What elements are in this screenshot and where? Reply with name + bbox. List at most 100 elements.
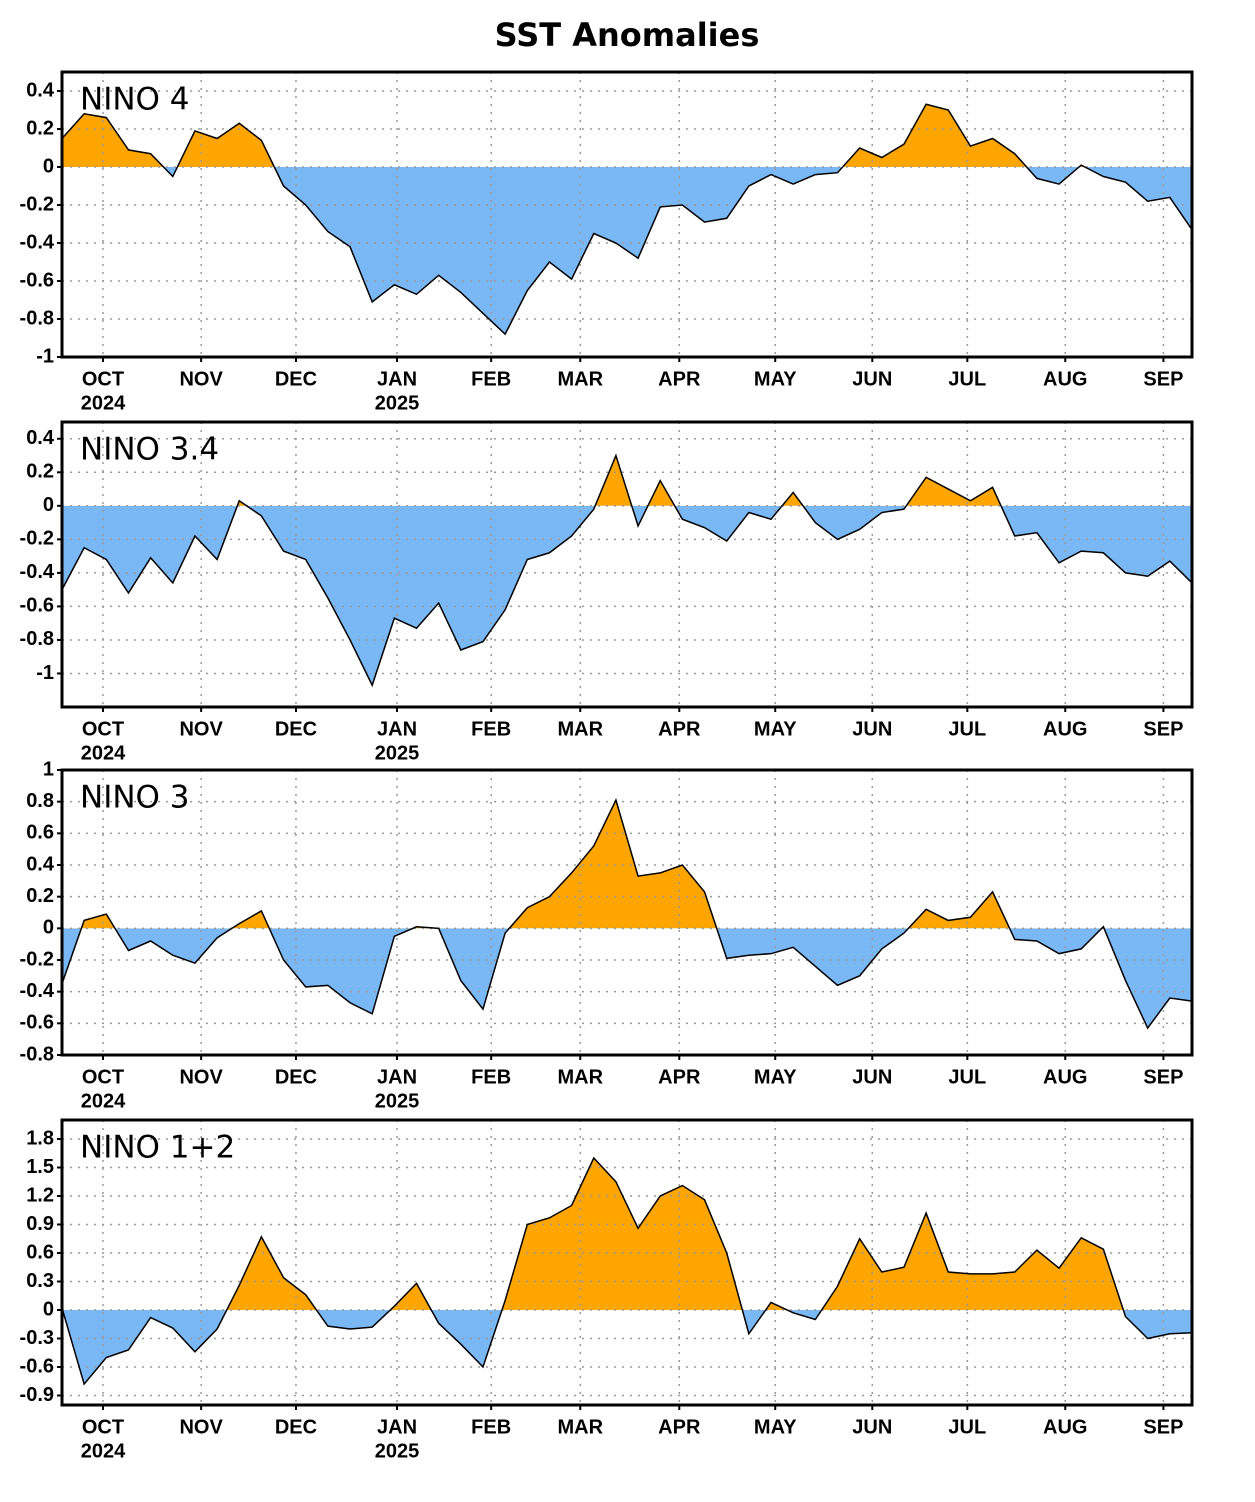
x-tick-label: MAY <box>754 368 797 390</box>
x-tick-label: JUL <box>948 368 986 390</box>
panel-title: NINO 4 <box>80 82 190 118</box>
x-tick-label: FEB <box>471 1066 511 1088</box>
y-tick-label: -0.4 <box>20 231 55 253</box>
x-tick-label: FEB <box>471 1416 511 1438</box>
y-tick-label: 0 <box>43 494 54 516</box>
x-tick-label: APR <box>658 1066 701 1088</box>
year-label: 2024 <box>81 392 126 414</box>
year-label: 2025 <box>375 392 420 414</box>
negative-fill <box>62 1310 1192 1385</box>
y-tick-label: -0.2 <box>20 193 54 215</box>
year-label: 2024 <box>81 742 126 764</box>
x-tick-label: FEB <box>471 368 511 390</box>
y-tick-label: -0.6 <box>20 1355 54 1377</box>
x-tick-label: DEC <box>275 718 317 740</box>
x-tick-label: JUL <box>948 1416 986 1438</box>
plot-frame <box>60 768 1194 1057</box>
x-tick-label: MAY <box>754 1416 797 1438</box>
y-tick-label: 0.6 <box>26 822 54 844</box>
y-tick-label: 0.4 <box>26 79 55 101</box>
y-tick-label: 0.2 <box>26 885 54 907</box>
y-tick-label: -0.8 <box>20 307 54 329</box>
positive-fill <box>62 455 1192 506</box>
x-tick-label: JAN <box>377 1066 417 1088</box>
x-tick-label: APR <box>658 1416 701 1438</box>
x-tick-label: APR <box>658 368 701 390</box>
x-tick-label: NOV <box>179 1066 223 1088</box>
panel-title: NINO 3.4 <box>80 432 219 468</box>
x-tick-label: JUL <box>948 1066 986 1088</box>
y-tick-label: -1 <box>36 662 54 684</box>
x-tick-label: NOV <box>179 368 223 390</box>
x-tick-label: APR <box>658 718 701 740</box>
y-tick-label: 0.4 <box>26 427 55 449</box>
x-tick-label: OCT <box>82 368 124 390</box>
plot-frame <box>60 420 1194 709</box>
y-tick-label: 1.8 <box>26 1127 54 1149</box>
x-tick-label: AUG <box>1043 1416 1087 1438</box>
x-tick-label: FEB <box>471 718 511 740</box>
x-tick-label: AUG <box>1043 368 1087 390</box>
positive-fill <box>62 800 1192 929</box>
x-tick-label: MAR <box>557 1416 603 1438</box>
y-tick-label: -0.9 <box>20 1384 54 1406</box>
x-tick-label: SEP <box>1143 1416 1183 1438</box>
x-tick-label: NOV <box>179 718 223 740</box>
y-tick-label: -0.8 <box>20 1043 54 1065</box>
x-tick-label: OCT <box>82 1416 124 1438</box>
x-tick-label: SEP <box>1143 368 1183 390</box>
y-tick-label: -0.6 <box>20 269 54 291</box>
anomaly-line <box>61 453 1193 688</box>
y-tick-label: 0 <box>43 1298 54 1320</box>
y-tick-label: -0.4 <box>20 561 55 583</box>
anomaly-line <box>61 1156 1193 1386</box>
x-tick-label: OCT <box>82 1066 124 1088</box>
x-tick-label: MAY <box>754 718 797 740</box>
x-tick-label: MAR <box>557 1066 603 1088</box>
y-tick-label: 0.2 <box>26 117 54 139</box>
y-tick-label: -0.4 <box>20 980 55 1002</box>
x-tick-label: OCT <box>82 718 124 740</box>
y-tick-label: 0 <box>43 917 54 939</box>
year-label: 2025 <box>375 1090 420 1112</box>
anomaly-line <box>61 797 1193 1030</box>
x-tick-label: JUL <box>948 718 986 740</box>
year-label: 2024 <box>81 1090 126 1112</box>
y-tick-label: 0.8 <box>26 790 54 812</box>
negative-fill <box>62 928 1192 1029</box>
y-tick-label: 0.6 <box>26 1241 54 1263</box>
x-tick-label: SEP <box>1143 1066 1183 1088</box>
anomaly-line <box>61 103 1193 336</box>
x-tick-label: DEC <box>275 1416 317 1438</box>
x-tick-label: SEP <box>1143 718 1183 740</box>
plot-frame <box>60 70 1194 359</box>
x-tick-label: MAR <box>557 368 603 390</box>
panel-title: NINO 3 <box>80 780 190 816</box>
year-label: 2025 <box>375 742 420 764</box>
x-tick-label: JAN <box>377 718 417 740</box>
x-tick-label: AUG <box>1043 718 1087 740</box>
x-tick-label: NOV <box>179 1416 223 1438</box>
y-tick-label: -1 <box>36 345 54 367</box>
y-tick-label: 1.2 <box>26 1184 54 1206</box>
panel-title: NINO 1+2 <box>80 1130 235 1166</box>
x-tick-label: JUN <box>852 1066 892 1088</box>
x-tick-label: JUN <box>852 1416 892 1438</box>
x-tick-label: MAY <box>754 1066 797 1088</box>
x-tick-label: AUG <box>1043 1066 1087 1088</box>
chart-title: SST Anomalies <box>495 16 760 54</box>
y-tick-label: 0.3 <box>26 1270 54 1292</box>
plot-frame <box>60 1118 1194 1407</box>
positive-fill <box>62 104 1192 167</box>
year-label: 2025 <box>375 1440 420 1462</box>
y-tick-label: -0.6 <box>20 595 54 617</box>
year-label: 2024 <box>81 1440 126 1462</box>
x-tick-label: JAN <box>377 368 417 390</box>
positive-fill <box>62 1158 1192 1310</box>
x-tick-label: MAR <box>557 718 603 740</box>
y-tick-label: -0.3 <box>20 1327 54 1349</box>
y-tick-label: 1.5 <box>26 1156 54 1178</box>
y-tick-label: -0.8 <box>20 628 54 650</box>
x-tick-label: JUN <box>852 368 892 390</box>
